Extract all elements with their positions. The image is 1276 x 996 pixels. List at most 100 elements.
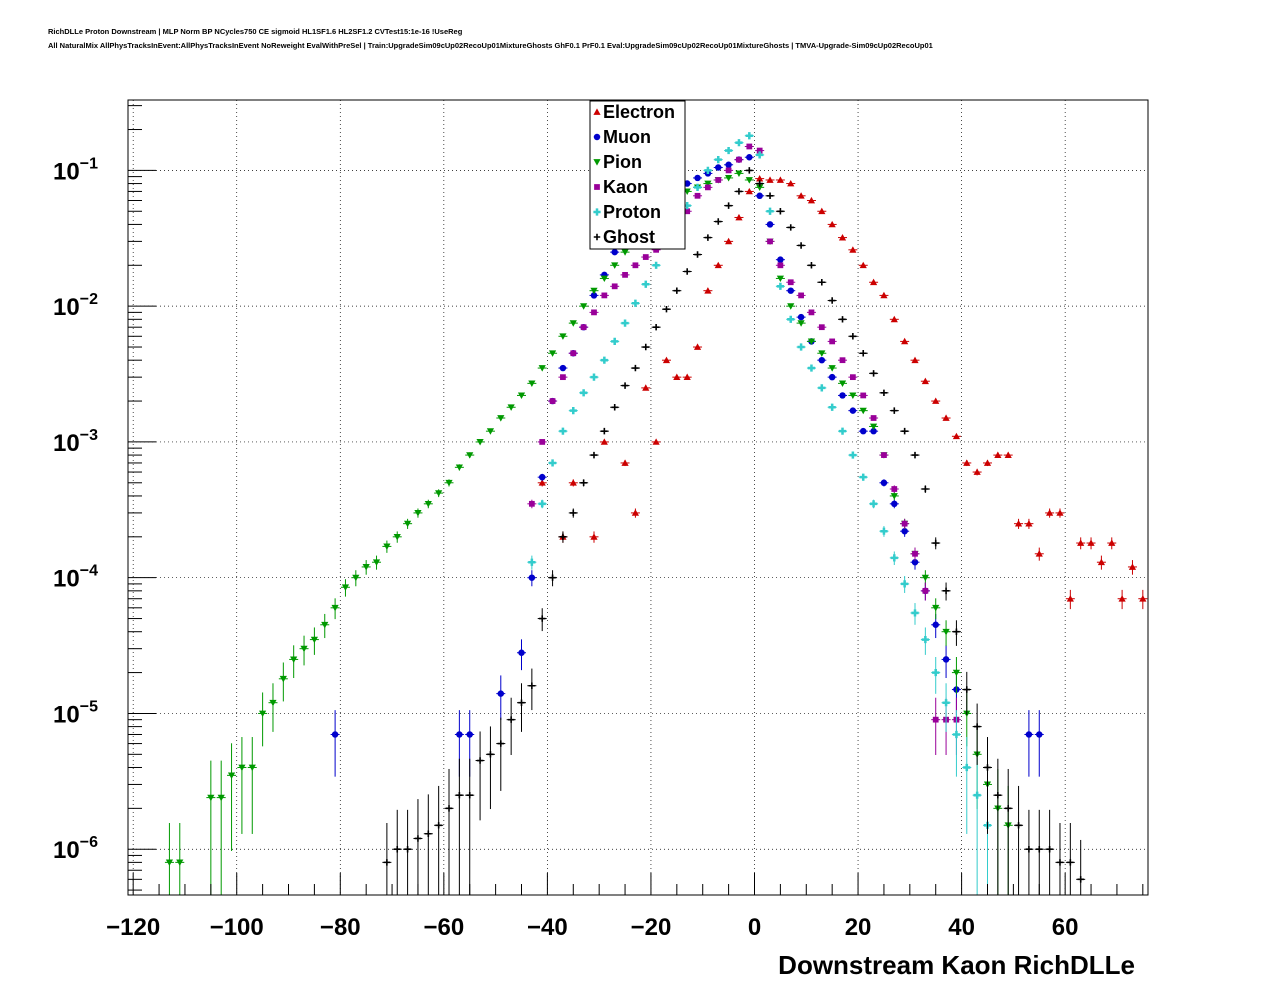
data-point-ghost (599, 427, 609, 435)
data-point-electron (1127, 560, 1137, 575)
data-point-ghost (610, 404, 620, 411)
data-point-ghost (838, 316, 848, 323)
data-point-proton (806, 364, 816, 372)
data-point-electron (1065, 589, 1075, 610)
data-point-electron (599, 438, 609, 445)
data-point-ghost (496, 717, 506, 791)
data-point-pion (444, 479, 454, 487)
data-point-pion (568, 320, 578, 327)
series-electron (537, 175, 1148, 610)
data-point-pion (599, 275, 609, 283)
data-point-pion (724, 175, 734, 182)
data-point-ghost (558, 531, 568, 543)
data-point-ghost (454, 758, 464, 895)
y-tick-label: 10−1 (53, 155, 98, 185)
data-point-proton (951, 710, 961, 777)
data-point-pion (558, 333, 568, 340)
data-point-ghost (444, 768, 454, 895)
data-point-ghost (672, 287, 682, 294)
data-point-ghost (651, 323, 661, 331)
data-point-kaon (693, 192, 703, 199)
data-point-electron (651, 438, 661, 445)
data-point-pion (589, 287, 599, 295)
data-point-electron (682, 373, 692, 381)
legend-entry-kaon: Kaon (594, 177, 648, 197)
data-point-kaon (558, 374, 568, 381)
data-point-ghost (568, 508, 578, 518)
data-point-pion (278, 662, 288, 702)
data-point-kaon (817, 324, 827, 331)
data-point-pion (475, 439, 485, 446)
title-line-1: RichDLLe Proton Downstream | MLP Norm BP… (48, 27, 463, 36)
data-point-proton (889, 551, 899, 566)
data-point-ghost (1024, 809, 1034, 895)
data-point-kaon (599, 292, 609, 299)
data-point-ghost (724, 202, 734, 209)
data-point-proton (910, 603, 920, 625)
legend-box (589, 100, 686, 250)
data-point-pion (330, 598, 340, 620)
y-tick-label: 10−6 (53, 834, 98, 864)
data-point-pion (268, 683, 278, 732)
data-point-proton (599, 356, 609, 364)
y-tick-label: 10−4 (53, 563, 98, 593)
data-point-pion (496, 415, 506, 422)
data-point-ghost (620, 382, 630, 389)
series-proton (527, 132, 992, 895)
data-point-pion (465, 452, 475, 459)
data-point-kaon (889, 485, 899, 493)
data-point-electron (724, 237, 734, 245)
data-point-ghost (661, 305, 671, 313)
data-point-pion (237, 737, 247, 834)
data-point-muon (858, 427, 868, 435)
data-point-electron (765, 176, 775, 183)
data-point-proton (900, 576, 910, 593)
y-tick-label: 10−5 (53, 698, 98, 728)
data-point-proton (817, 384, 827, 392)
data-point-proton (755, 151, 765, 159)
data-point-ghost (506, 697, 516, 755)
legend-label: Kaon (603, 177, 648, 197)
data-point-pion (858, 407, 868, 415)
data-point-pion (485, 428, 495, 435)
data-point-ghost (465, 758, 475, 895)
data-point-pion (403, 518, 413, 529)
data-point-ghost (485, 726, 495, 810)
data-point-pion (931, 598, 941, 620)
data-point-pion (744, 177, 754, 184)
data-point-kaon (796, 292, 806, 299)
data-point-ghost (517, 683, 527, 732)
data-point-electron (786, 179, 796, 187)
data-point-electron (568, 479, 578, 487)
data-point-proton (568, 407, 578, 415)
data-point-ghost (806, 262, 816, 269)
data-point-pion (299, 635, 309, 666)
data-point-pion (372, 555, 382, 570)
data-point-muon (786, 287, 796, 294)
data-point-ghost (827, 297, 837, 304)
data-point-kaon (568, 350, 578, 357)
data-point-pion (382, 540, 392, 553)
data-point-ghost (858, 350, 868, 357)
data-point-pion (320, 613, 330, 639)
data-point-ghost (993, 758, 1003, 895)
data-point-pion (869, 423, 879, 431)
series-pion (164, 170, 1013, 895)
data-point-kaon (931, 697, 941, 755)
x-tick-label: 60 (1052, 914, 1079, 941)
data-point-ghost (1045, 809, 1055, 895)
data-point-pion (361, 560, 371, 575)
data-point-electron (1076, 537, 1086, 550)
data-point-pion (620, 249, 630, 256)
data-point-pion (806, 338, 816, 346)
data-point-ghost (703, 234, 713, 241)
data-point-muon (744, 153, 754, 161)
data-point-muon (827, 373, 837, 381)
data-point-ghost (941, 582, 951, 601)
data-point-kaon (713, 177, 723, 183)
data-point-proton (558, 427, 568, 435)
data-point-proton (879, 526, 889, 537)
data-point-ghost (900, 427, 910, 435)
data-point-muon (941, 645, 951, 679)
